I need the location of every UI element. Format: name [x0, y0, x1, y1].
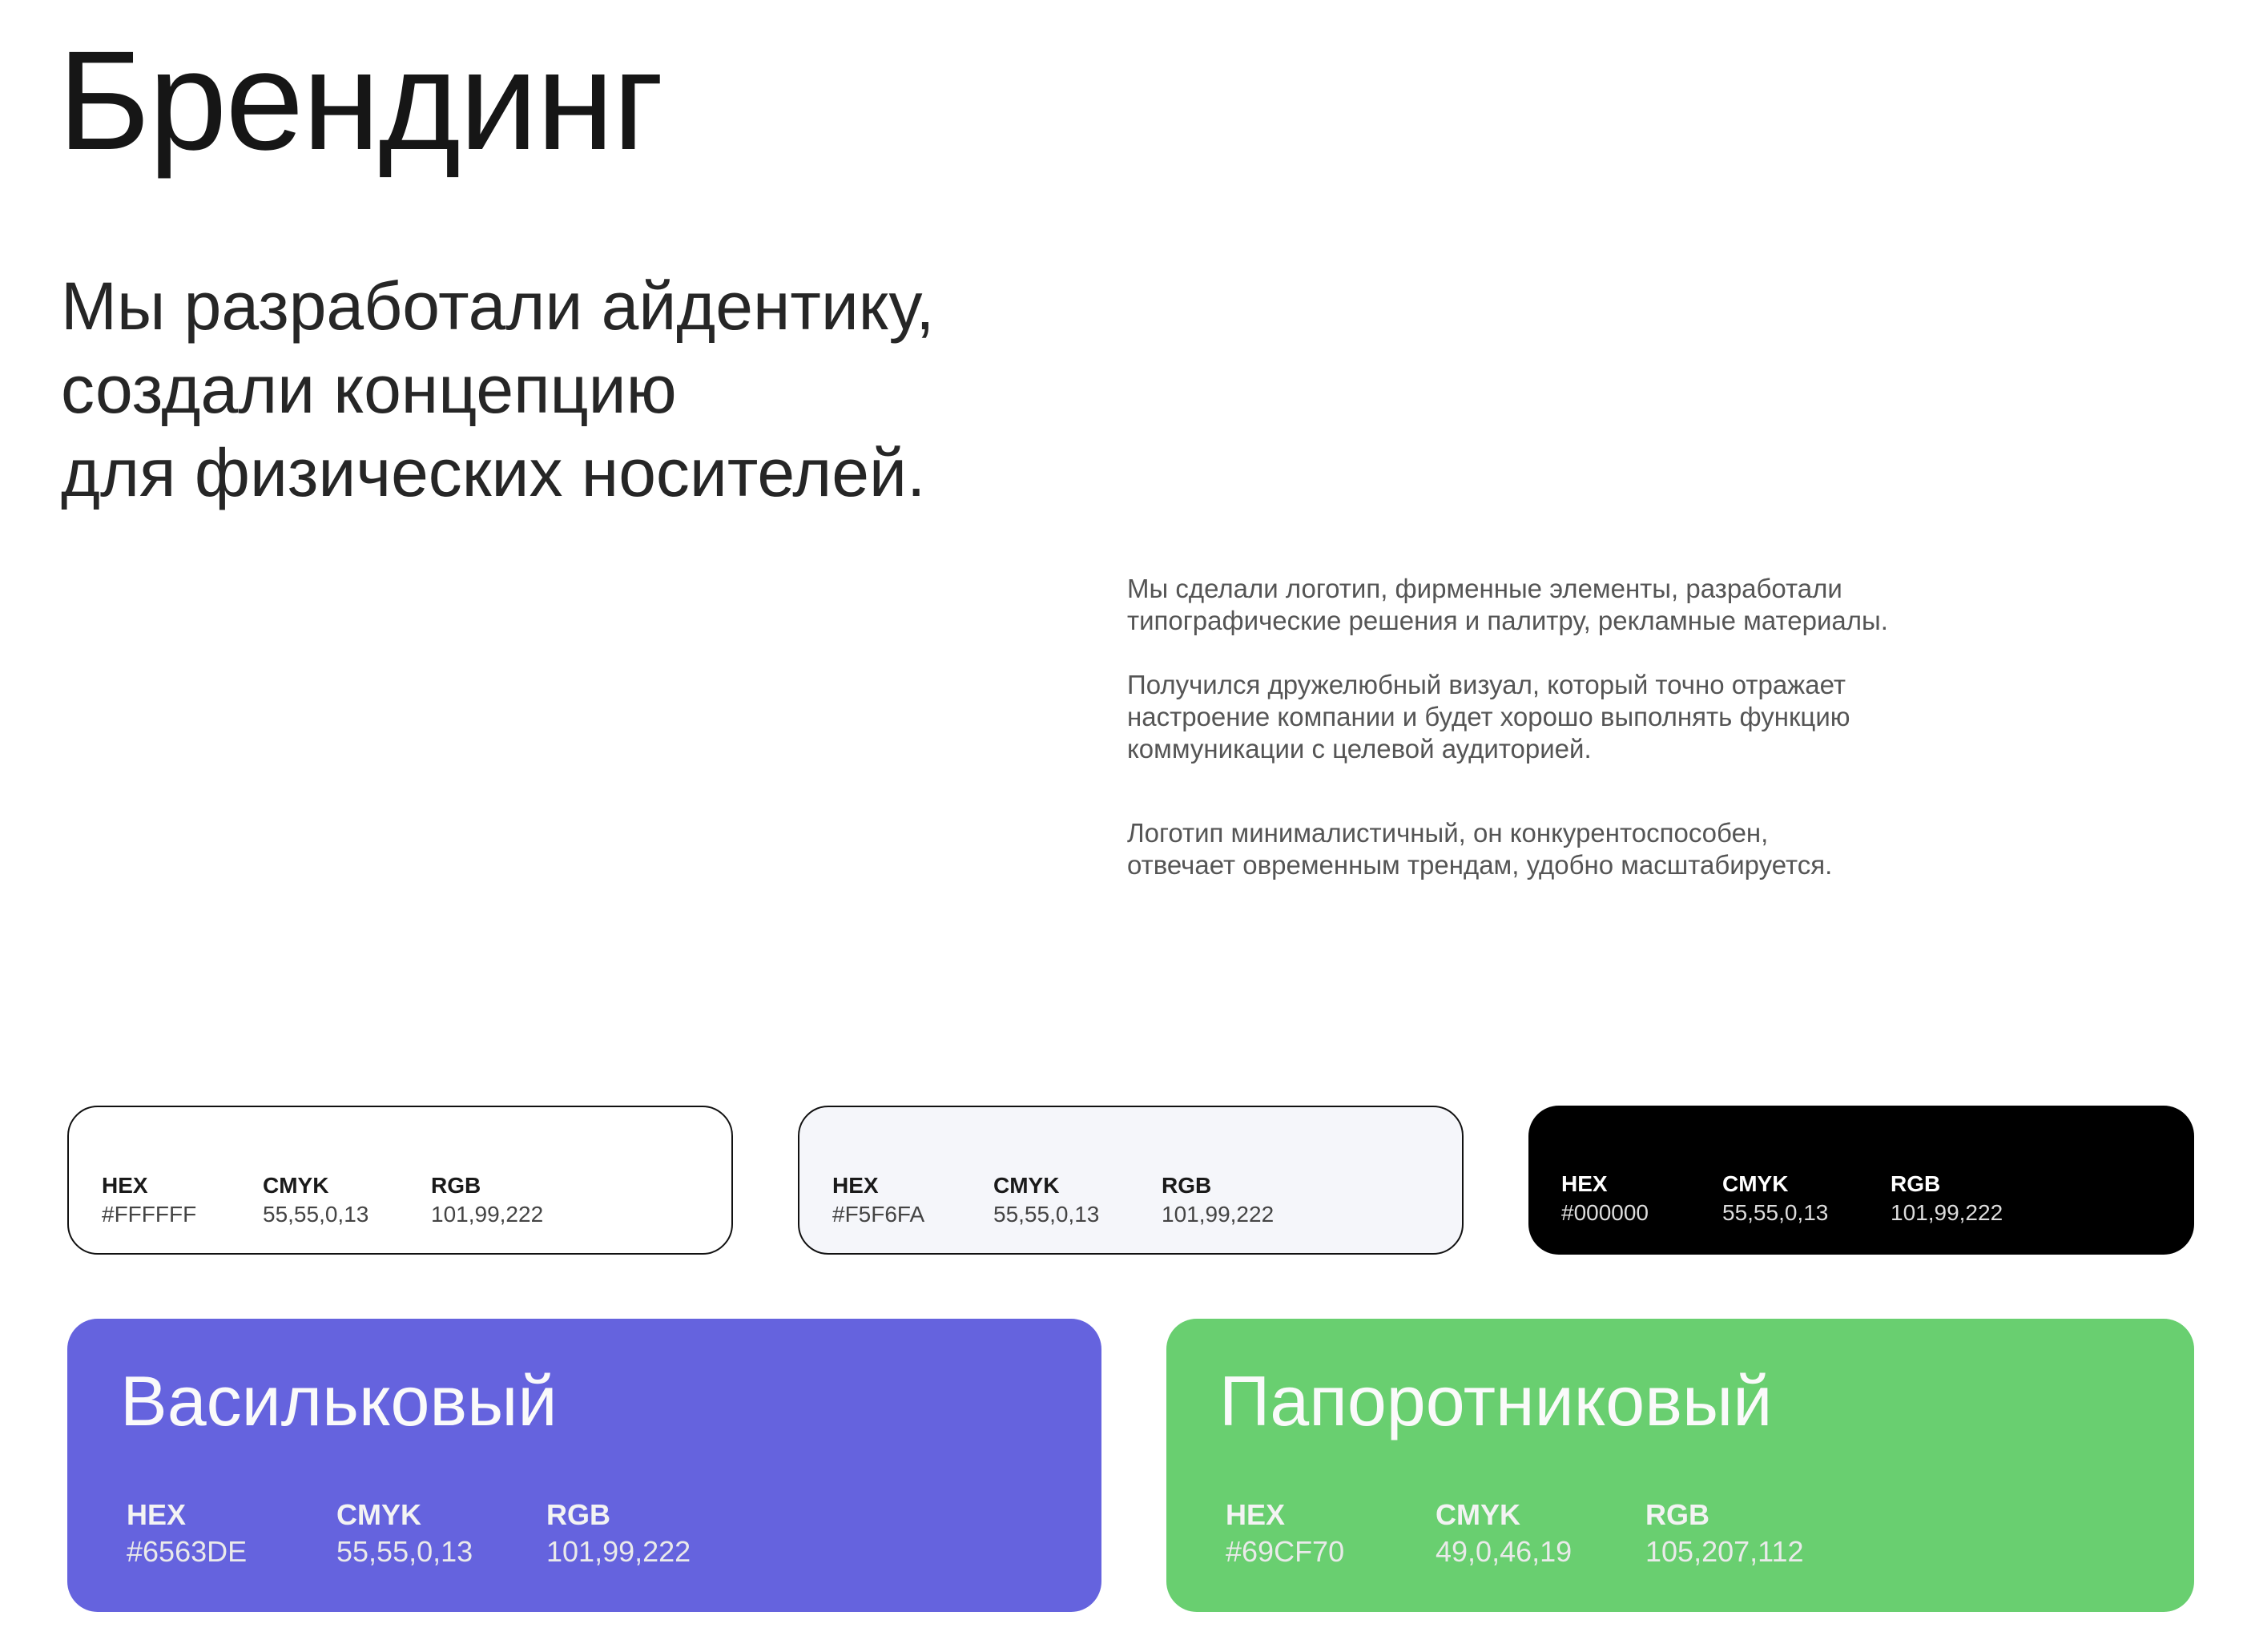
- swatch-card-white: HEX #FFFFFF CMYK 55,55,0,13 RGB 101,99,222: [67, 1106, 733, 1255]
- hex-value: #000000: [1561, 1200, 1649, 1225]
- paragraph: Логотип минималистичный, он конкурентосп…: [1127, 818, 1833, 880]
- rgb-label: RGB: [431, 1173, 481, 1198]
- rgb-label: RGB: [1891, 1171, 1941, 1196]
- color-name: Папоротниковый: [1219, 1361, 1773, 1440]
- rgb-label: RGB: [1645, 1498, 1709, 1531]
- rgb-value: 101,99,222: [1162, 1202, 1275, 1227]
- brand-color-card-fern: Папоротниковый HEX #69CF70 CMYK 49,0,46,19…: [1166, 1319, 2194, 1612]
- hex-label: HEX: [1561, 1171, 1608, 1196]
- cmyk-label: CMYK: [1436, 1498, 1520, 1531]
- cmyk-label: CMYK: [1722, 1171, 1789, 1196]
- subtitle-line: для физических носителей.: [61, 435, 926, 510]
- subtitle-line: создали концепцию: [61, 352, 677, 427]
- hex-value: #6563DE: [127, 1535, 248, 1568]
- rgb-value: 101,99,222: [1891, 1200, 2003, 1225]
- cmyk-label: CMYK: [336, 1498, 421, 1531]
- hex-label: HEX: [832, 1173, 879, 1198]
- rgb-value: 101,99,222: [546, 1535, 691, 1568]
- rgb-label: RGB: [546, 1498, 610, 1531]
- color-name: Васильковый: [120, 1361, 558, 1440]
- rgb-label: RGB: [1162, 1173, 1212, 1198]
- paragraph: Мы сделали логотип, фирменные элементы, …: [1127, 574, 1888, 635]
- hex-value: #FFFFFF: [102, 1202, 197, 1227]
- hex-value: #69CF70: [1226, 1535, 1345, 1568]
- paragraph: Получился дружелюбный визуал, который то…: [1127, 670, 1850, 764]
- hex-label: HEX: [127, 1498, 187, 1531]
- rgb-value: 101,99,222: [431, 1202, 544, 1227]
- hex-value: #F5F6FA: [832, 1202, 925, 1227]
- swatch-card-light-gray: HEX #F5F6FA CMYK 55,55,0,13 RGB 101,99,222: [798, 1106, 1464, 1255]
- rgb-value: 105,207,112: [1645, 1535, 1804, 1568]
- cmyk-value: 55,55,0,13: [1722, 1200, 1829, 1225]
- cmyk-label: CMYK: [263, 1173, 329, 1198]
- cmyk-value: 55,55,0,13: [336, 1535, 473, 1568]
- hex-label: HEX: [1226, 1498, 1286, 1531]
- cmyk-value: 55,55,0,13: [993, 1202, 1100, 1227]
- cmyk-value: 55,55,0,13: [263, 1202, 369, 1227]
- subtitle: Мы разработали айдентику, создали концеп…: [61, 264, 1182, 514]
- subtitle-line: Мы разработали айдентику,: [61, 268, 935, 344]
- description: Мы сделали логотип, фирменные элементы, …: [1127, 573, 2088, 881]
- hex-label: HEX: [102, 1173, 148, 1198]
- brand-color-card-cornflower: Васильковый HEX #6563DE CMYK 55,55,0,13 RG…: [67, 1319, 1101, 1612]
- cmyk-label: CMYK: [993, 1173, 1060, 1198]
- cmyk-value: 49,0,46,19: [1436, 1535, 1573, 1568]
- page-title: Брендинг: [58, 22, 664, 179]
- swatch-card-black: HEX #000000 CMYK 55,55,0,13 RGB 101,99,222: [1528, 1106, 2194, 1255]
